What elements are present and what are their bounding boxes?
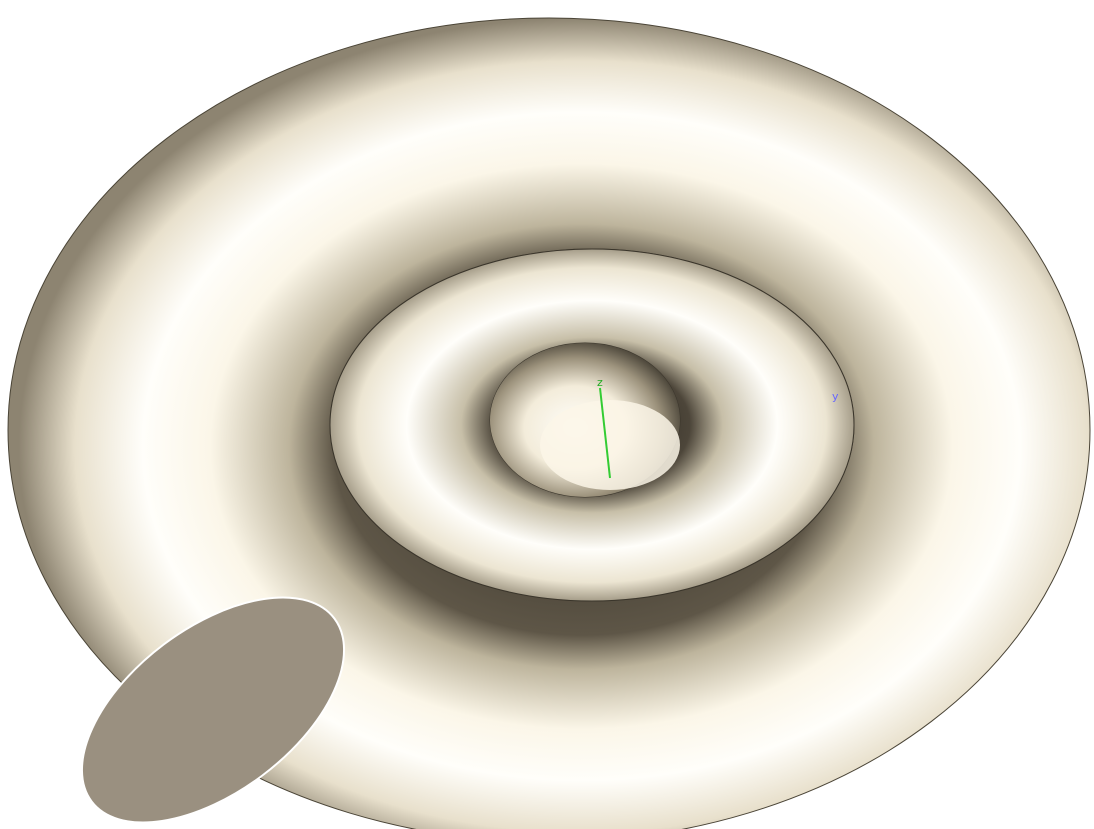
y-axis-label: y: [832, 390, 839, 403]
axis-triad: z y: [597, 376, 839, 479]
z-axis: [599, 387, 611, 479]
z-axis-label: z: [597, 376, 603, 389]
shell: [7, 17, 1091, 829]
opening: [80, 596, 346, 824]
inner-core: [540, 400, 680, 490]
